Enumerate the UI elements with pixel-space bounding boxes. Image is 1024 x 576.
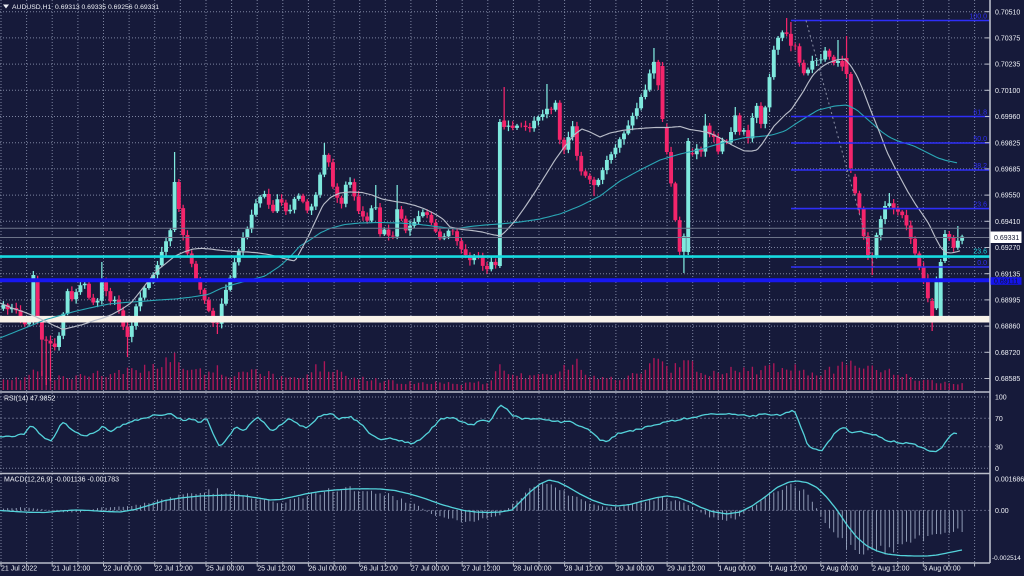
svg-text:0.68720: 0.68720: [995, 350, 1020, 357]
svg-text:0.70100: 0.70100: [995, 88, 1020, 95]
svg-text:0.69135: 0.69135: [995, 271, 1020, 278]
svg-text:0.00: 0.00: [995, 508, 1009, 515]
svg-text:23.6: 23.6: [973, 249, 987, 256]
svg-text:1 Aug 00:00: 1 Aug 00:00: [718, 566, 755, 573]
svg-text:0.69111: 0.69111: [994, 279, 1018, 286]
svg-text:27 Jul 00:00: 27 Jul 00:00: [411, 566, 449, 573]
svg-text:100.0: 100.0: [969, 14, 987, 21]
svg-text:0: 0: [995, 466, 999, 473]
svg-text:0.001686: 0.001686: [995, 477, 1024, 484]
svg-text:61.8: 61.8: [973, 110, 987, 117]
svg-text:0.68860: 0.68860: [995, 324, 1020, 331]
svg-text:0.69550: 0.69550: [995, 193, 1020, 200]
svg-text:3 Aug 00:00: 3 Aug 00:00: [923, 566, 960, 573]
svg-text:21 Jul 2022: 21 Jul 2022: [1, 566, 37, 573]
svg-text:0.69410: 0.69410: [995, 219, 1020, 226]
svg-text:0.70375: 0.70375: [995, 36, 1020, 43]
svg-text:0.68995: 0.68995: [995, 298, 1020, 305]
svg-text:26 Jul 12:00: 26 Jul 12:00: [360, 566, 398, 573]
svg-text:0.70235: 0.70235: [995, 62, 1020, 69]
svg-text:38.2: 38.2: [973, 163, 987, 170]
svg-text:50.0: 50.0: [973, 136, 987, 143]
svg-text:2 Aug 00:00: 2 Aug 00:00: [821, 566, 858, 573]
svg-text:23.6: 23.6: [973, 202, 987, 209]
svg-text:25 Jul 12:00: 25 Jul 12:00: [257, 566, 295, 573]
svg-text:0.69960: 0.69960: [995, 114, 1020, 121]
svg-text:27 Jul 12:00: 27 Jul 12:00: [462, 566, 500, 573]
svg-text:0.69270: 0.69270: [995, 245, 1020, 252]
svg-text:25 Jul 00:00: 25 Jul 00:00: [206, 566, 244, 573]
svg-text:30: 30: [995, 444, 1003, 451]
svg-text:1 Aug 12:00: 1 Aug 12:00: [770, 566, 807, 573]
svg-text:28 Jul 12:00: 28 Jul 12:00: [565, 566, 603, 573]
svg-text:29 Jul 12:00: 29 Jul 12:00: [667, 566, 705, 573]
svg-text:21 Jul 12:00: 21 Jul 12:00: [52, 566, 90, 573]
svg-text:AUDUSD,H1 0.69313 0.69335 0.6: AUDUSD,H1 0.69313 0.69335 0.69256 0.6933…: [12, 4, 159, 11]
svg-text:22 Jul 12:00: 22 Jul 12:00: [155, 566, 193, 573]
svg-text:2 Aug 12:00: 2 Aug 12:00: [872, 566, 909, 573]
svg-text:100: 100: [995, 395, 1007, 402]
svg-text:-0.002514: -0.002514: [992, 555, 1021, 562]
svg-text:26 Jul 00:00: 26 Jul 00:00: [308, 566, 346, 573]
svg-text:28 Jul 00:00: 28 Jul 00:00: [513, 566, 551, 573]
svg-text:MACD(12,26,9) -0.001136 -0.001: MACD(12,26,9) -0.001136 -0.001783: [4, 477, 119, 484]
svg-text:0.68585: 0.68585: [995, 376, 1020, 383]
svg-text:0.70510: 0.70510: [995, 9, 1020, 16]
svg-text:0.69331: 0.69331: [994, 235, 1019, 242]
svg-text:70: 70: [995, 416, 1003, 423]
svg-text:0.69685: 0.69685: [995, 167, 1020, 174]
svg-text:29 Jul 00:00: 29 Jul 00:00: [616, 566, 654, 573]
svg-text:22 Jul 00:00: 22 Jul 00:00: [104, 566, 142, 573]
svg-text:0.0: 0.0: [977, 260, 987, 267]
svg-text:RSI(14) 47.9852: RSI(14) 47.9852: [4, 396, 55, 403]
svg-text:0.69825: 0.69825: [995, 140, 1020, 147]
